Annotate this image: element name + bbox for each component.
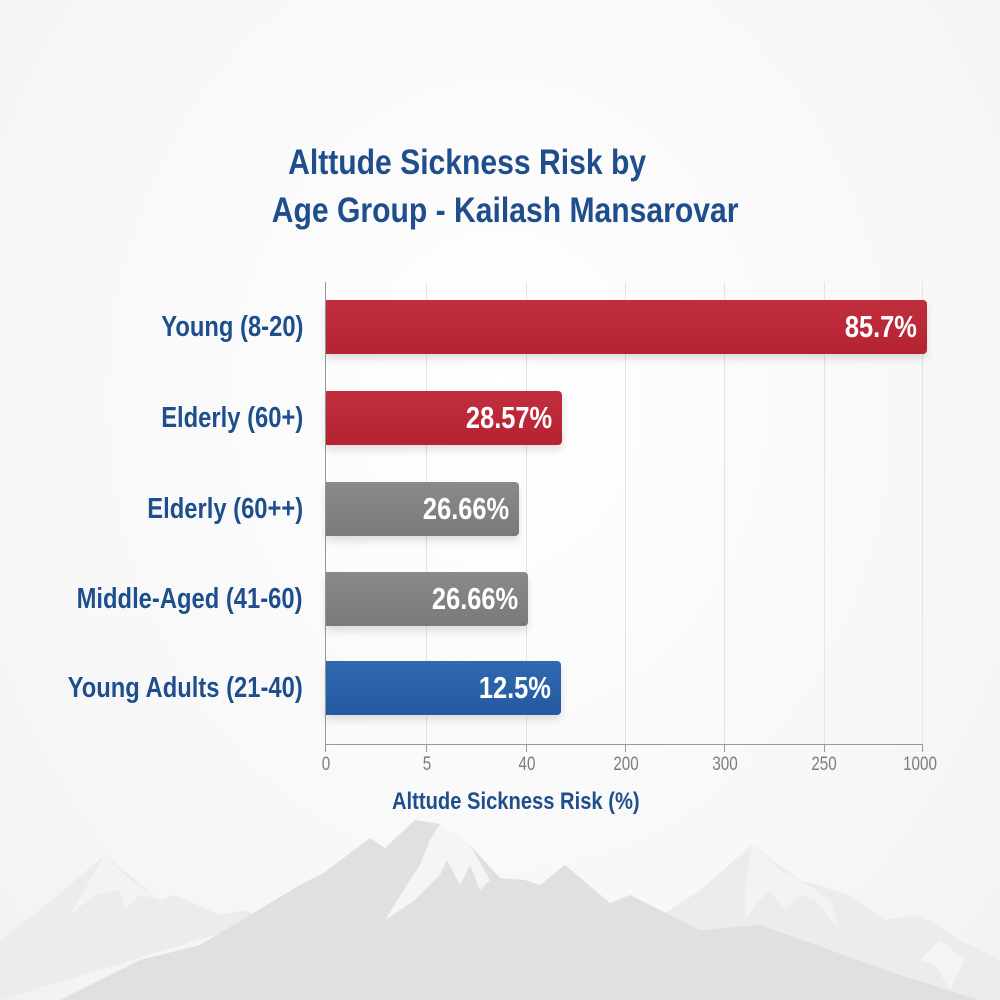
x-tick-label: 250 xyxy=(811,754,837,775)
bar-value-label: 26.66% xyxy=(431,581,518,616)
bar-middle-aged-41-60: 26.66% xyxy=(326,572,528,626)
x-tick xyxy=(625,744,626,752)
gridline xyxy=(824,282,825,744)
category-label: Young (8-20) xyxy=(160,311,303,343)
x-tick-label: 300 xyxy=(712,754,738,775)
x-tick-label: 200 xyxy=(613,754,639,775)
gridline xyxy=(625,282,626,744)
x-axis-title: Alttude Sickness Risk (%) xyxy=(392,788,640,815)
x-tick-label: 0 xyxy=(321,754,331,775)
x-tick-label: 40 xyxy=(518,754,536,775)
y-axis-line xyxy=(325,282,326,752)
gridline xyxy=(922,282,923,744)
bar-value-label: 85.7% xyxy=(844,309,917,344)
x-tick-label: 1000 xyxy=(903,754,937,775)
x-axis-line xyxy=(325,744,923,745)
x-tick xyxy=(526,744,527,752)
category-label: Elderly (60++) xyxy=(147,493,303,525)
x-tick xyxy=(325,744,326,752)
bar-young-8-20: 85.7% xyxy=(326,300,927,354)
chart-title-line-2: Age Group - Kailash Mansarovar xyxy=(271,191,739,230)
bar-young-adults-21-40: 12.5% xyxy=(326,661,561,715)
bar-value-label: 26.66% xyxy=(422,491,509,526)
x-tick xyxy=(426,744,427,752)
category-label: Elderly (60+) xyxy=(160,402,303,434)
chart-title-line-1: Alttude Sickness Risk by xyxy=(288,143,647,182)
bar-elderly-60-plus: 28.57% xyxy=(326,391,562,445)
bar-value-label: 12.5% xyxy=(478,670,551,705)
x-tick xyxy=(922,744,923,752)
x-tick xyxy=(724,744,725,752)
bar-value-label: 28.57% xyxy=(465,400,552,435)
bar-elderly-60-plus-plus: 26.66% xyxy=(326,482,519,536)
x-tick-label: 5 xyxy=(422,754,432,775)
x-tick xyxy=(824,744,825,752)
category-label: Young Adults (21-40) xyxy=(67,672,303,704)
gridline xyxy=(526,282,527,744)
mountain-silhouette-icon xyxy=(0,820,1000,1000)
gridline xyxy=(724,282,725,744)
category-label: Middle-Aged (41-60) xyxy=(77,583,303,615)
